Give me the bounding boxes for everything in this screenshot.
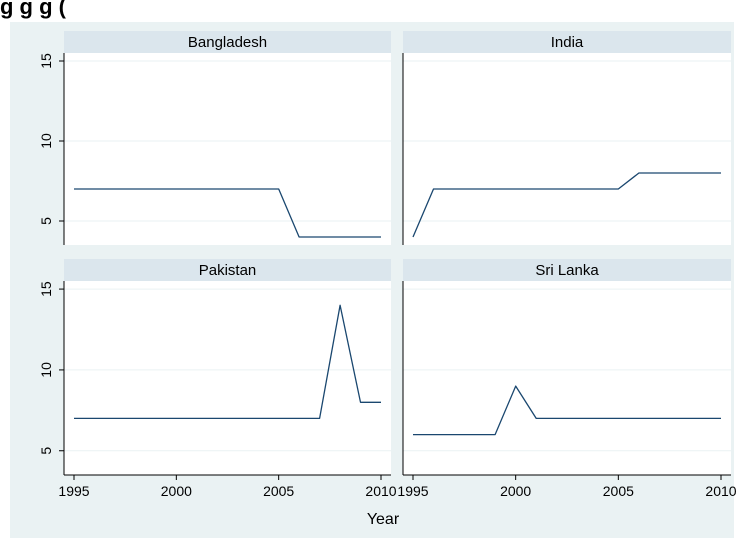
x-axis-label: Year <box>367 511 400 528</box>
plot-area <box>64 281 391 475</box>
panel-bangladesh: Bangladesh 5 10 15 <box>38 31 391 245</box>
panel-india: India <box>402 31 731 245</box>
y-tick-label: 15 <box>38 281 54 297</box>
panel-header <box>64 259 391 281</box>
x-tick-label: 1995 <box>58 483 89 499</box>
y-tick-label: 15 <box>38 53 54 69</box>
plot-area <box>403 53 731 245</box>
panel-title: Bangladesh <box>188 34 267 51</box>
panel-header <box>403 259 731 281</box>
plot-area <box>403 281 731 475</box>
x-tick-label: 2000 <box>500 483 531 499</box>
series-line <box>412 172 721 238</box>
x-tick-label: 2005 <box>603 483 634 499</box>
panel-title: Pakistan <box>199 262 257 279</box>
series-line <box>413 385 721 436</box>
panel-title: India <box>551 34 584 51</box>
page-title-partial: g g g ( <box>0 0 67 19</box>
panel-header <box>64 31 391 53</box>
x-tick-label: 2010 <box>705 483 736 499</box>
x-tick-label: 2005 <box>263 483 294 499</box>
panel-title: Sri Lanka <box>535 262 599 279</box>
series-line <box>74 304 381 420</box>
x-tick-label: 2000 <box>161 483 192 499</box>
y-tick-label: 10 <box>38 362 54 378</box>
panel-sri-lanka: Sri Lanka 1995 2000 2005 2010 <box>397 259 737 499</box>
y-tick-label: 5 <box>38 217 54 225</box>
x-tick-label: 1995 <box>397 483 428 499</box>
plot-area <box>64 53 391 245</box>
series-line <box>74 188 381 238</box>
panel-pakistan: Pakistan 5 10 15 1995 2000 2005 2010 <box>38 259 397 499</box>
y-tick-label: 5 <box>38 447 54 455</box>
y-tick-label: 10 <box>38 133 54 149</box>
x-tick-label: 2010 <box>365 483 396 499</box>
panel-header <box>403 31 731 53</box>
